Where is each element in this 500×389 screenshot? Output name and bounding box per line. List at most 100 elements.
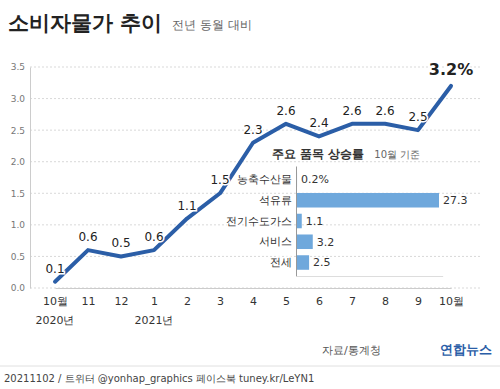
data-label: 0.6 [144, 230, 163, 244]
x-tick-label: 3 [217, 295, 224, 308]
x-tick-label: 7 [349, 295, 356, 308]
bar [296, 255, 309, 270]
inset-y-axis: 농축수산물석유류전기수도가스서비스전세 [226, 167, 297, 277]
bar [296, 193, 439, 208]
inset-data-label: 2.5 [313, 256, 331, 269]
x-tick-label: 9 [415, 295, 422, 308]
bar [296, 234, 313, 249]
x-tick-label: 5 [283, 295, 290, 308]
inset-data-label: 27.3 [443, 194, 468, 207]
inset-y-tick-label: 석유류 [259, 194, 292, 207]
x-tick: 10월 [43, 288, 68, 308]
x-tick: 2 [184, 288, 191, 308]
grid-line [30, 161, 480, 162]
x-tick: 5 [283, 288, 290, 308]
credit: 연합뉴스 [440, 342, 492, 357]
data-label: 1.1 [177, 199, 196, 213]
y-axis-line [30, 68, 31, 289]
data-label: 3.2% [429, 60, 473, 79]
grid-line [30, 288, 480, 289]
y-tick-label: 0.0 [11, 283, 26, 293]
x-tick-label: 8 [382, 295, 389, 308]
data-label: 1.5 [210, 173, 229, 187]
grid [30, 67, 480, 288]
source: 자료/통계청 [322, 344, 381, 357]
inset-data-label: 0.2% [301, 173, 329, 186]
y-axis: 0.0 0.5 1.0 1.5 2.0 2.5 3.0 3.5 [11, 62, 31, 293]
inset-y-tick-label: 서비스 [259, 235, 292, 248]
y-tick: 2.5 [11, 126, 30, 136]
y-tick: 3.5 [11, 62, 30, 72]
y-tick-label: 2.0 [11, 157, 26, 167]
inset-y-tick: 서비스 [259, 235, 296, 248]
x-tick: 12 [115, 288, 129, 308]
data-label: 2.6 [375, 104, 394, 118]
y-tick-label: 3.5 [11, 62, 25, 72]
inset-data-label: 3.2 [317, 236, 335, 249]
x-tick-label: 10월 [43, 295, 68, 308]
x-tick: 10월 [439, 288, 464, 308]
inset-data-labels: 0.2%27.31.13.22.5 [301, 173, 467, 269]
data-label: 2.4 [309, 116, 328, 130]
y-tick: 0.0 [11, 283, 30, 293]
x-axis: 10월111212345678910월 [43, 288, 464, 308]
y-tick-label: 2.5 [11, 126, 25, 136]
line [55, 86, 451, 282]
y-tick: 2.0 [11, 157, 30, 167]
y-tick-label: 3.0 [11, 94, 26, 104]
inset-subtitle: 10월 기준 [374, 149, 420, 160]
y-tick: 0.5 [11, 252, 30, 262]
x-tick-label: 12 [115, 295, 129, 308]
line-group [55, 86, 451, 282]
y-tick: 1.0 [11, 220, 30, 230]
inset-y-tick-label: 전세 [270, 256, 292, 269]
x-tick: 1 [151, 288, 158, 308]
x-tick: 3 [217, 288, 224, 308]
x-tick: 7 [349, 288, 356, 308]
x-tick-label: 4 [250, 295, 257, 308]
inset-y-tick-label: 전기수도가스 [226, 215, 292, 228]
inset-y-tick: 석유류 [259, 194, 296, 207]
x-tick: 4 [250, 288, 257, 308]
y-tick-label: 1.5 [11, 189, 25, 199]
title: 소비자물가 추이 [8, 11, 162, 35]
y-tick-label: 1.0 [11, 220, 26, 230]
inset-title: 주요 품목 상승률 [272, 147, 364, 161]
x-tick: 6 [316, 288, 323, 308]
x-tick-label: 1 [151, 295, 158, 308]
background [0, 0, 500, 389]
inset-x-axis-line [297, 276, 444, 277]
grid-line [30, 256, 480, 257]
y-tick: 3.0 [11, 94, 30, 104]
data-label: 0.5 [111, 236, 130, 250]
inset-y-tick-label: 농축수산물 [237, 173, 292, 186]
data-label: 2.3 [243, 123, 262, 137]
data-label: 2.6 [342, 104, 361, 118]
y-tick: 1.5 [11, 189, 30, 199]
y-tick-label: 0.5 [11, 252, 25, 262]
inset-x-axis [297, 276, 444, 277]
inset-y-tick: 전기수도가스 [226, 215, 296, 228]
x-tick: 8 [382, 288, 389, 308]
grid-line [30, 98, 480, 99]
chart-root: 소비자물가 추이 전년 동월 대비 0.0 0.5 1.0 1.5 2.0 2.5 3.0 3.5… [0, 0, 500, 389]
x-tick-label: 10월 [439, 295, 464, 308]
x-axis-line [56, 288, 452, 289]
data-label: 0.6 [78, 230, 97, 244]
inset-y-axis-line [296, 167, 297, 277]
footer: 20211102 / 트위터 @yonhap_graphics 페이스북 tun… [4, 373, 314, 385]
x-tick-label: 2 [184, 295, 191, 308]
x-tick-label: 6 [316, 295, 323, 308]
x-tick-label: 11 [82, 295, 96, 308]
data-labels: 0.10.60.50.61.11.52.32.62.42.62.62.53.2% [45, 60, 473, 276]
footer-rule [0, 366, 500, 367]
data-label: 2.5 [408, 110, 427, 124]
x-tick: 9 [415, 288, 422, 308]
annotation: 2021년 [135, 314, 174, 327]
data-label: 0.1 [45, 262, 64, 276]
x-tick: 11 [82, 288, 96, 308]
inset-y-tick: 농축수산물 [237, 173, 296, 186]
bar-group [296, 172, 439, 270]
subtitle: 전년 동월 대비 [172, 18, 252, 32]
inset-y-tick: 전세 [270, 256, 296, 269]
